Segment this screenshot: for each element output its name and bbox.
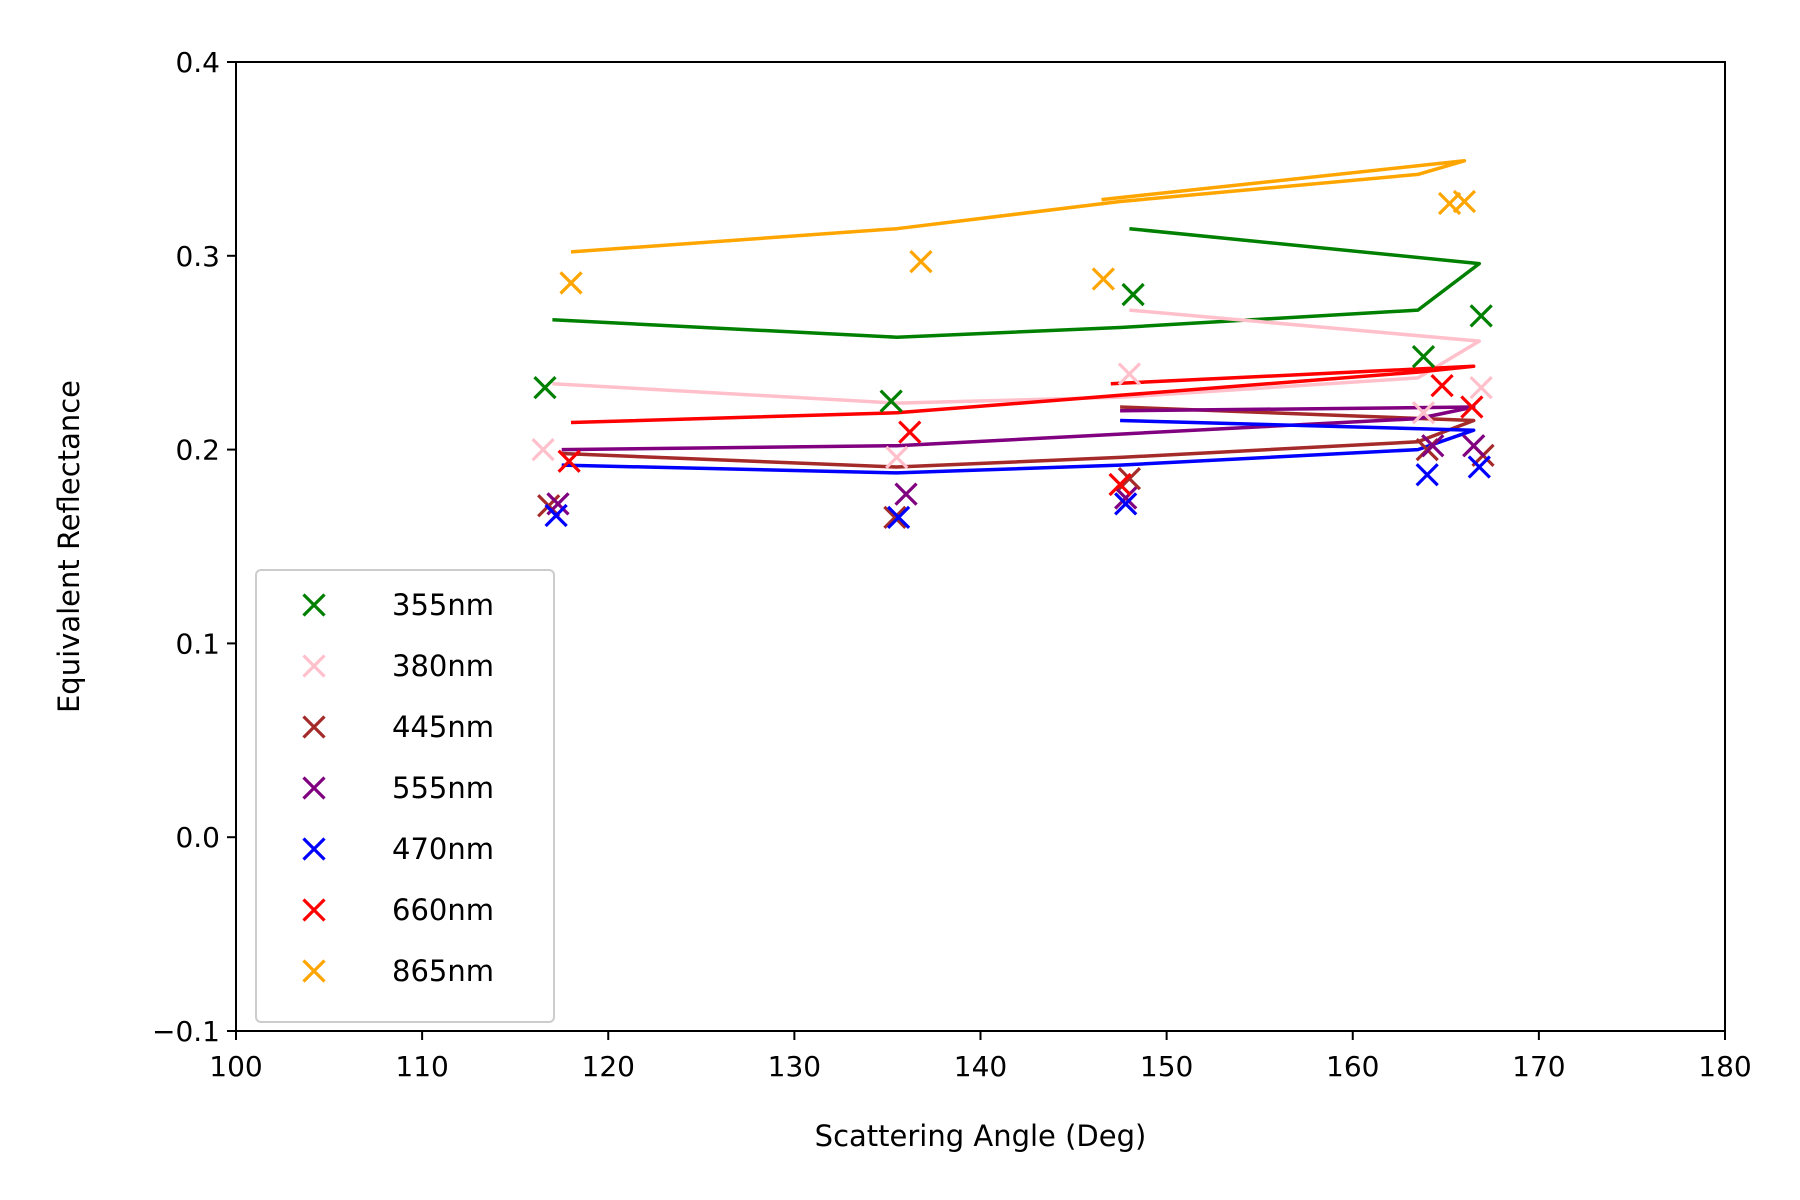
series-lines [552,159,1482,475]
data-point-660nm [898,420,922,444]
data-point-355nm [1121,282,1145,307]
y-axis-title: Equivalent Reflectance [52,380,86,713]
x-tick-label: 120 [582,1050,635,1083]
data-point-470nm [1114,492,1138,516]
data-point-380nm [1411,401,1436,425]
x-tick-label: 150 [1140,1050,1193,1083]
data-point-660nm [1108,472,1132,497]
legend-marker [302,959,326,983]
data-point-380nm [1469,375,1493,400]
x-tick-label: 170 [1512,1050,1565,1083]
legend-box [255,569,555,1023]
x-tick-label: 140 [954,1050,1007,1083]
data-point-555nm [1462,434,1486,458]
legend-label: 865nm [392,954,494,988]
data-point-355nm [879,389,903,413]
y-tick-label: 0.2 [175,434,220,467]
y-tick-label: 0.4 [175,46,220,79]
data-point-470nm [886,505,911,530]
data-point-865nm [559,271,583,295]
series-line-555nm [561,405,1476,452]
y-tick-label: −0.1 [152,1015,220,1048]
series-line-660nm [570,364,1476,425]
data-point-355nm [533,375,557,400]
x-tick-label: 110 [395,1050,448,1083]
data-point-380nm [885,445,909,469]
y-tick-label: 0.0 [175,821,220,854]
x-tick-label: 160 [1326,1050,1379,1083]
data-point-865nm [1091,267,1115,291]
x-tick-label: 100 [209,1050,262,1083]
legend-label: 660nm [392,893,494,927]
legend-marker [302,776,326,800]
data-point-660nm [1430,374,1454,398]
legend-marker [302,654,326,678]
data-point-555nm [1114,486,1138,510]
data-point-470nm [544,503,568,528]
x-axis-title: Scattering Angle (Deg) [815,1119,1147,1153]
data-point-355nm [1411,344,1436,369]
y-tick-label: 0.3 [175,240,220,273]
series-points [531,189,1495,530]
data-point-470nm [1467,455,1491,479]
data-point-380nm [1117,362,1142,386]
data-point-865nm [1452,189,1477,214]
series-line-865nm [570,159,1467,254]
x-tick-label: 180 [1698,1050,1751,1083]
series-line-380nm [552,308,1482,405]
data-point-660nm [1460,395,1484,419]
data-point-555nm [1421,434,1445,458]
series-line-355nm [552,226,1482,339]
legend-label: 355nm [392,588,494,622]
data-point-865nm [909,249,933,274]
data-point-445nm [883,505,907,530]
y-tick-label: 0.1 [175,627,220,660]
x-tick-label: 130 [768,1050,821,1083]
legend: 355nm 380nm 445nm 555nm 470nm 660nm 865nm [255,569,555,1023]
legend-label: 380nm [392,649,494,683]
legend-label: 470nm [392,832,494,866]
legend-marker [302,837,326,861]
legend-marker [302,715,326,739]
legend-marker [302,593,326,617]
data-point-555nm [894,482,918,506]
legend-label: 555nm [392,771,494,805]
y-axis: −0.1 0.0 0.1 0.2 0.3 0.4 [152,46,236,1048]
data-point-355nm [1469,304,1493,328]
legend-label: 445nm [392,710,494,744]
data-point-470nm [1415,463,1439,487]
x-axis: 100 110 120 130 140 150 160 170 180 [209,1031,1752,1083]
legend-marker [302,898,326,922]
data-point-660nm [557,449,581,473]
data-point-380nm [531,437,555,462]
series-line-470nm [561,418,1476,475]
